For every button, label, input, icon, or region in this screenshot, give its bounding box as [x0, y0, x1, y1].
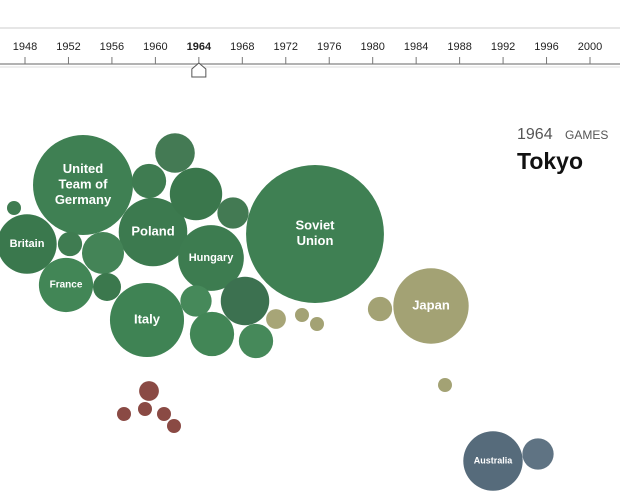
country-bubble[interactable]	[139, 381, 159, 401]
country-label: Japan	[412, 297, 450, 312]
country-bubble[interactable]	[82, 232, 124, 274]
country-label: Union	[297, 233, 334, 248]
country-bubble[interactable]	[393, 268, 469, 344]
games-label: GAMES	[565, 128, 608, 142]
country-bubble[interactable]	[33, 135, 133, 235]
year-slider-handle[interactable]	[191, 62, 207, 78]
year-label[interactable]: 1956	[100, 41, 124, 53]
country-bubble[interactable]	[93, 273, 121, 301]
country-bubble[interactable]	[246, 165, 384, 303]
country-label: Soviet	[295, 218, 335, 233]
country-bubble[interactable]	[155, 133, 195, 173]
country-bubble[interactable]	[217, 197, 249, 229]
year-label[interactable]: 1984	[404, 41, 428, 53]
timeline[interactable]: 1948 1952 1956 1960 1964 1968 1972 1976 1980 1984…	[13, 41, 602, 78]
year-label[interactable]: 1988	[447, 41, 471, 53]
year-label[interactable]: 1964	[187, 41, 212, 53]
country-label: France	[50, 280, 83, 291]
country-bubble[interactable]	[295, 308, 309, 322]
country-bubble[interactable]	[367, 296, 393, 322]
year-label[interactable]: 1948	[13, 41, 37, 53]
country-bubble[interactable]	[238, 323, 274, 359]
country-label: Italy	[134, 311, 161, 326]
country-bubble[interactable]	[310, 317, 324, 331]
year-label[interactable]: 1996	[534, 41, 558, 53]
country-bubble[interactable]	[169, 167, 223, 221]
country-bubble[interactable]	[117, 407, 131, 421]
country-label: Hungary	[189, 252, 235, 264]
country-label: Poland	[131, 223, 174, 238]
host-city: Tokyo	[517, 148, 583, 174]
country-bubble[interactable]	[463, 431, 523, 491]
year-label[interactable]: 1992	[491, 41, 515, 53]
year-label[interactable]: 1972	[274, 41, 298, 53]
country-bubble[interactable]	[266, 309, 286, 329]
year-label[interactable]: 2000	[578, 41, 602, 53]
country-bubble[interactable]	[118, 197, 188, 267]
country-bubble[interactable]	[438, 378, 452, 392]
country-bubble[interactable]	[522, 438, 554, 470]
year-label[interactable]: 1968	[230, 41, 254, 53]
country-bubble[interactable]	[131, 163, 167, 199]
country-label: Britain	[10, 238, 45, 250]
games-year: 1964	[517, 126, 553, 143]
country-bubble[interactable]	[167, 419, 181, 433]
year-label[interactable]: 1960	[143, 41, 167, 53]
country-bubble[interactable]	[157, 407, 171, 421]
country-bubble[interactable]	[0, 214, 57, 274]
country-bubble[interactable]	[138, 402, 152, 416]
country-bubble[interactable]	[38, 257, 94, 313]
country-bubble[interactable]	[178, 225, 244, 291]
country-bubble[interactable]	[7, 201, 21, 215]
year-label[interactable]: 1976	[317, 41, 341, 53]
country-bubble[interactable]	[109, 282, 185, 358]
country-bubble[interactable]	[57, 231, 83, 257]
country-label: Australia	[474, 455, 514, 465]
country-bubble[interactable]	[180, 285, 212, 317]
country-bubble[interactable]	[220, 276, 270, 326]
country-label: Team of	[59, 176, 109, 191]
year-label[interactable]: 1980	[360, 41, 384, 53]
country-label: Germany	[55, 192, 112, 207]
year-label[interactable]: 1952	[56, 41, 80, 53]
country-label: United	[63, 161, 104, 176]
country-bubble[interactable]	[189, 311, 235, 357]
